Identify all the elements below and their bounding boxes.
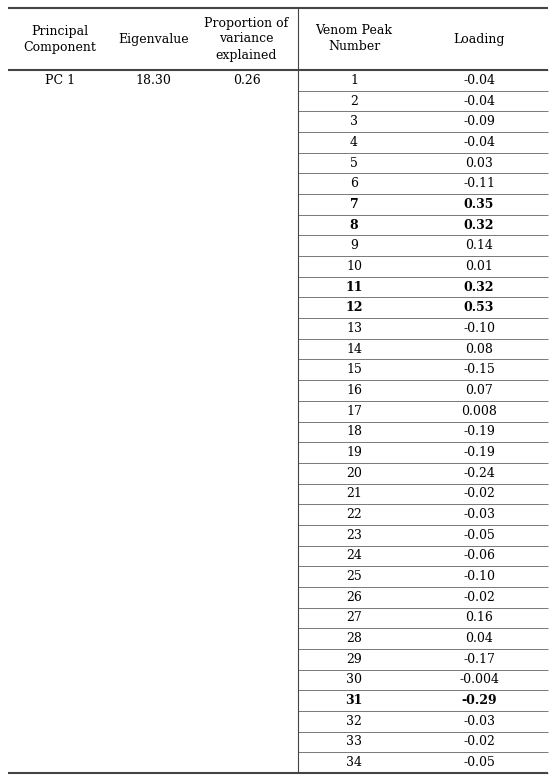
Text: 0.16: 0.16 [465, 612, 493, 625]
Text: 17: 17 [346, 405, 362, 418]
Text: 30: 30 [346, 673, 362, 686]
Text: 16: 16 [346, 384, 362, 397]
Text: -0.04: -0.04 [463, 95, 495, 108]
Text: 19: 19 [346, 446, 362, 459]
Text: -0.04: -0.04 [463, 136, 495, 149]
Text: 21: 21 [346, 487, 362, 501]
Text: 14: 14 [346, 343, 362, 355]
Text: 9: 9 [350, 239, 358, 252]
Text: -0.24: -0.24 [463, 467, 495, 480]
Text: -0.02: -0.02 [463, 736, 495, 748]
Text: 20: 20 [346, 467, 362, 480]
Text: 2: 2 [350, 95, 358, 108]
Text: 15: 15 [346, 363, 362, 376]
Text: 23: 23 [346, 529, 362, 542]
Text: 8: 8 [350, 219, 358, 232]
Text: -0.04: -0.04 [463, 74, 495, 87]
Text: 27: 27 [346, 612, 362, 625]
Text: 25: 25 [346, 570, 362, 583]
Text: -0.004: -0.004 [459, 673, 499, 686]
Text: 0.04: 0.04 [465, 632, 493, 645]
Text: -0.15: -0.15 [463, 363, 495, 376]
Text: Eigenvalue: Eigenvalue [118, 33, 189, 45]
Text: 7: 7 [350, 198, 359, 211]
Text: -0.02: -0.02 [463, 487, 495, 501]
Text: 0.53: 0.53 [464, 301, 494, 314]
Text: -0.10: -0.10 [463, 322, 495, 335]
Text: 0.35: 0.35 [464, 198, 494, 211]
Text: 34: 34 [346, 756, 362, 769]
Text: -0.09: -0.09 [463, 115, 495, 128]
Text: 1: 1 [350, 74, 358, 87]
Text: Venom Peak
Number: Venom Peak Number [315, 24, 393, 54]
Text: -0.06: -0.06 [463, 549, 495, 562]
Text: -0.02: -0.02 [463, 590, 495, 604]
Text: -0.19: -0.19 [463, 446, 495, 459]
Text: 0.07: 0.07 [465, 384, 493, 397]
Text: 33: 33 [346, 736, 362, 748]
Text: -0.10: -0.10 [463, 570, 495, 583]
Text: -0.17: -0.17 [463, 653, 495, 665]
Text: 0.03: 0.03 [465, 156, 493, 169]
Text: 3: 3 [350, 115, 358, 128]
Text: 6: 6 [350, 177, 358, 191]
Text: 0.32: 0.32 [464, 280, 494, 294]
Text: 12: 12 [345, 301, 363, 314]
Text: -0.05: -0.05 [463, 529, 495, 542]
Text: PC 1: PC 1 [45, 74, 75, 87]
Text: 4: 4 [350, 136, 358, 149]
Text: 18.30: 18.30 [136, 74, 171, 87]
Text: Principal
Component: Principal Component [23, 24, 96, 54]
Text: Loading: Loading [453, 33, 505, 45]
Text: 0.26: 0.26 [232, 74, 260, 87]
Text: 22: 22 [346, 508, 362, 521]
Text: -0.29: -0.29 [461, 694, 497, 707]
Text: 24: 24 [346, 549, 362, 562]
Text: 0.32: 0.32 [464, 219, 494, 232]
Text: 0.08: 0.08 [465, 343, 493, 355]
Text: 0.01: 0.01 [465, 260, 493, 273]
Text: 26: 26 [346, 590, 362, 604]
Text: -0.19: -0.19 [463, 426, 495, 438]
Text: -0.05: -0.05 [463, 756, 495, 769]
Text: 29: 29 [346, 653, 362, 665]
Text: 13: 13 [346, 322, 362, 335]
Text: 0.008: 0.008 [461, 405, 497, 418]
Text: 31: 31 [345, 694, 363, 707]
Text: -0.03: -0.03 [463, 715, 495, 728]
Text: -0.11: -0.11 [463, 177, 495, 191]
Text: 28: 28 [346, 632, 362, 645]
Text: 0.14: 0.14 [465, 239, 493, 252]
Text: 32: 32 [346, 715, 362, 728]
Text: 18: 18 [346, 426, 362, 438]
Text: 5: 5 [350, 156, 358, 169]
Text: 11: 11 [345, 280, 363, 294]
Text: Proportion of
variance
explained: Proportion of variance explained [205, 16, 289, 62]
Text: 10: 10 [346, 260, 362, 273]
Text: -0.03: -0.03 [463, 508, 495, 521]
